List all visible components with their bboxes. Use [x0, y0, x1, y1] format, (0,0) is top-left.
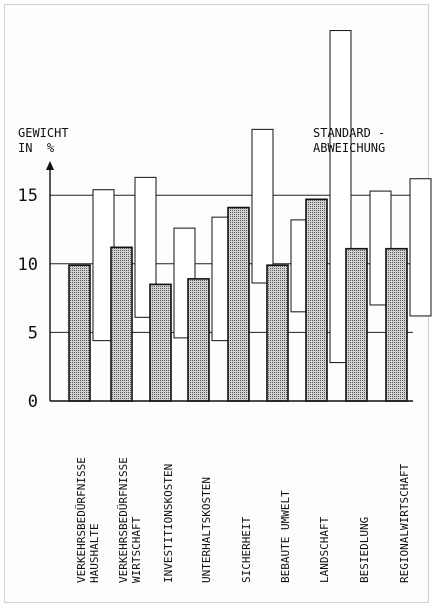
weight-bar: [68, 264, 91, 402]
y-axis-title-line2: IN %: [18, 141, 55, 155]
std-deviation-box: [409, 178, 432, 317]
std-deviation-box: [134, 176, 157, 318]
y-tick-labels: 0 5 10 15: [18, 186, 38, 412]
weight-bar: [227, 206, 250, 402]
weight-bar: [187, 278, 210, 402]
std-legend-line2: ABWEICHUNG: [313, 141, 385, 155]
std-deviation-boxes: [92, 30, 432, 364]
category-label: REGIONALWIRTSCHAFT: [398, 463, 411, 583]
category-labels: VERKEHRSBEDÜRFNISSE HAUSHALTE VERKEHRSBEDÜ…: [75, 457, 411, 583]
y-tick-label: 10: [18, 255, 38, 275]
category-label: INVESTITIONSKOSTEN: [162, 464, 175, 583]
weight-bars: [68, 198, 408, 402]
std-legend-line1: STANDARD -: [313, 126, 385, 140]
weight-bar: [345, 247, 368, 402]
y-axis-arrow: [46, 161, 54, 170]
y-tick-label: 5: [28, 323, 38, 343]
category-label: BEBAUTE UMWELT: [279, 490, 292, 583]
category-label: HAUSHALTE: [88, 523, 101, 583]
weight-bar: [266, 264, 289, 402]
std-deviation-box: [251, 128, 274, 284]
category-label: UNTERHALTSKOSTEN: [200, 477, 213, 583]
category-label: VERKEHRSBEDÜRFNISSE: [75, 457, 88, 583]
category-label: WIRTSCHAFT: [130, 516, 143, 583]
y-tick-label: 15: [18, 186, 38, 206]
category-label: SICHERHEIT: [240, 516, 253, 583]
axes: [46, 161, 54, 401]
y-axis-title-line1: GEWICHT: [18, 126, 69, 140]
weight-bar: [305, 198, 328, 402]
weight-bar: [110, 246, 133, 402]
category-label: LANDSCHAFT: [318, 516, 331, 583]
category-label: VERKEHRSBEDÜRFNISSE: [117, 457, 130, 583]
category-label: BESIEDLUNG: [358, 517, 371, 583]
weight-bar: [385, 247, 408, 402]
weight-bar: [149, 283, 172, 402]
y-tick-label: 0: [28, 392, 38, 412]
